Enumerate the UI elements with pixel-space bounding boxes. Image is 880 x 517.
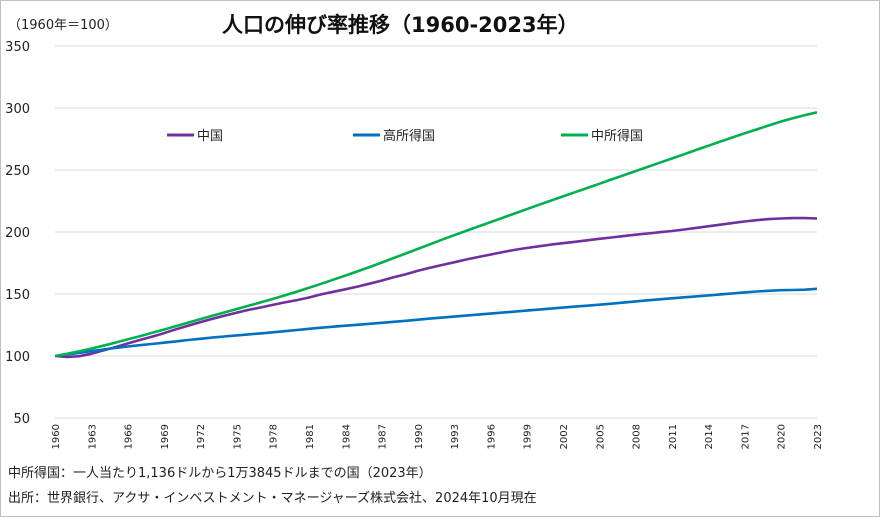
grid-lines [55,45,817,419]
x-tick-label: 1984 [341,424,352,449]
y-tick-label: 350 [5,40,30,55]
x-tick-label: 1990 [414,424,425,449]
x-tick-label: 1966 [124,424,135,449]
x-axis-ticks: 1960 1963 1966 1969 1972 1975 1978 1981 1984 1987… [51,424,824,449]
x-tick-label: 2020 [777,424,788,449]
y-tick-label: 100 [5,350,30,365]
series-lines [54,111,818,359]
x-tick-label: 1981 [305,424,316,449]
y-tick-label: 200 [5,226,30,241]
y-axis-ticks: 50 100 150 200 250 300 350 [5,40,30,427]
x-tick-label: 1972 [196,424,207,449]
x-tick-label: 2011 [668,424,679,449]
footnote-source: 出所：世界銀行、アクサ・インベストメント・マネージャーズ株式会社、2024年10… [8,491,537,506]
x-tick-label: 1978 [269,424,280,449]
x-tick-label: 1963 [87,424,98,449]
x-tick-label: 1960 [51,424,62,449]
x-tick-label: 2014 [704,424,715,449]
series-line-1 [54,287,818,358]
y-tick-label: 300 [5,102,30,117]
footnote-definition: 中所得国：一人当たり1,136ドルから1万3845ドルまでの国（2023年） [8,466,432,481]
legend-label-2: 中所得国 [591,128,643,144]
x-tick-label: 2017 [740,424,751,449]
legend-label-0: 中国 [197,129,223,144]
x-tick-label: 2008 [632,424,643,449]
x-tick-label: 1999 [523,424,534,449]
y-tick-label: 150 [5,288,30,303]
x-tick-label: 2023 [813,424,824,449]
legend: 中国 高所得国 中所得国 [167,128,643,144]
y-tick-label: 50 [13,412,30,427]
series-line-0 [54,216,818,359]
series-line-2 [54,111,818,358]
x-tick-label: 2005 [595,424,606,449]
y-axis-unit-label: （1960年＝100） [8,18,118,33]
x-tick-label: 1996 [486,424,497,449]
legend-label-1: 高所得国 [383,128,435,144]
x-tick-label: 1993 [450,424,461,449]
chart-title: 人口の伸び率推移（1960-2023年） [222,13,579,37]
x-tick-label: 1975 [232,424,243,449]
x-tick-label: 2002 [559,424,570,449]
x-tick-label: 1987 [378,424,389,449]
x-tick-label: 1969 [160,424,171,449]
y-tick-label: 250 [5,164,30,179]
